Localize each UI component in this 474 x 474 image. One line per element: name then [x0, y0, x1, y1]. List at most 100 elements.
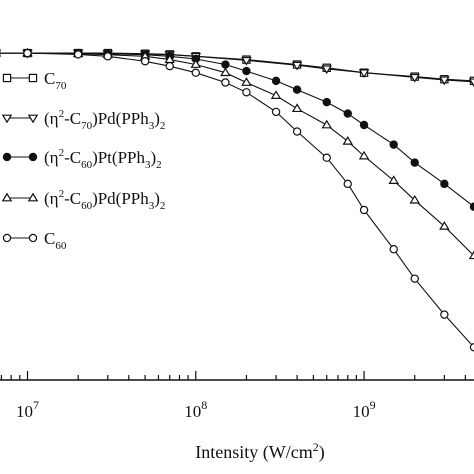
legend-label-part: 3 — [149, 200, 155, 212]
legend-marker — [2, 152, 12, 162]
legend-marker — [2, 233, 12, 243]
series-point — [271, 76, 281, 86]
x-tick-label-base: 10 — [353, 402, 370, 421]
series-point — [358, 69, 370, 79]
x-axis-title-sup: 2 — [313, 440, 319, 454]
legend-label-part: 60 — [81, 159, 93, 171]
series-point — [410, 274, 419, 283]
legend-label-part: -C — [64, 109, 81, 128]
x-tick-label: 107 — [16, 398, 39, 421]
series-point — [292, 127, 302, 136]
series-point — [270, 90, 282, 99]
series-line — [0, 52, 474, 348]
series-line — [0, 52, 474, 208]
legend-marker — [2, 73, 12, 83]
legend-label-part: (η — [44, 189, 59, 208]
legend-label-part: 2 — [59, 147, 65, 159]
series-point — [409, 194, 420, 204]
series-point — [322, 97, 331, 107]
legend-label-part: 2 — [59, 188, 65, 200]
series-point — [343, 179, 352, 189]
legend-item: C70 — [2, 69, 67, 92]
x-tick-label: 109 — [353, 398, 376, 421]
x-tick-label-exp: 7 — [33, 398, 39, 412]
legend-marker — [1, 192, 13, 202]
x-axis-ticks — [0, 371, 466, 380]
legend-label-part: 2 — [160, 120, 166, 132]
legend-label-part: 70 — [55, 80, 67, 92]
series-point — [342, 135, 354, 145]
legend-label-part: 60 — [81, 200, 93, 212]
legend-label-part: )Pd(PPh — [92, 189, 149, 208]
legend-label-part: )Pd(PPh — [92, 109, 149, 128]
legend-label-part: (η — [44, 109, 59, 128]
legend-label-part: 2 — [59, 108, 65, 120]
legend-label-part: 3 — [145, 159, 151, 171]
series-point — [410, 158, 419, 167]
series-point — [165, 61, 174, 71]
legend-label-part: )Pt(PPh — [92, 148, 145, 167]
series-point — [241, 77, 252, 86]
series-point — [292, 85, 302, 94]
x-tick-label: 108 — [184, 398, 207, 421]
legend-marker — [27, 192, 39, 202]
legend-item: (η2-C60)Pd(PPh3)2 — [1, 188, 165, 212]
series-point — [322, 153, 331, 162]
legend-marker — [1, 114, 13, 124]
x-tick-label-base: 10 — [16, 402, 33, 421]
series-point — [440, 310, 449, 319]
legend-item: C60 — [2, 229, 67, 252]
legend-label-part: -C — [64, 189, 81, 208]
series-point — [359, 120, 369, 130]
legend-label: (η2-C60)Pd(PPh3)2 — [44, 188, 165, 212]
legend-item: (η2-C70)Pd(PPh3)2 — [1, 108, 165, 132]
x-tick-label-base: 10 — [184, 402, 201, 421]
legend-label-part: ) — [154, 189, 160, 208]
series-point — [242, 66, 251, 76]
legend-label-part: -C — [64, 148, 81, 167]
legend-item: (η2-C60)Pt(PPh3)2 — [2, 147, 162, 171]
legend-label-part: ) — [150, 148, 156, 167]
series-4 — [0, 48, 474, 352]
series-line — [0, 52, 474, 83]
series-point — [73, 50, 83, 59]
series-point — [389, 245, 398, 254]
legend-label-part: C — [44, 229, 55, 248]
series-point — [439, 76, 450, 86]
legend-label-part: 2 — [156, 159, 162, 171]
x-axis-tick-labels: 107 108 109 — [16, 398, 376, 421]
legend-label-part: (η — [44, 148, 59, 167]
series-point — [23, 48, 32, 58]
legend-label-part: 2 — [160, 200, 166, 212]
legend-marker — [28, 152, 38, 162]
series-point — [291, 103, 303, 113]
legend-marker — [28, 73, 38, 83]
legend-label: C70 — [44, 69, 67, 92]
series-point — [321, 119, 332, 129]
series-point — [242, 88, 251, 97]
series-point — [359, 205, 369, 215]
series-3 — [0, 47, 474, 260]
series-2 — [0, 48, 474, 211]
series-point — [358, 150, 370, 160]
series-point — [439, 220, 450, 230]
series-point — [190, 59, 202, 68]
legend-marker — [28, 233, 38, 243]
series-point — [440, 179, 449, 189]
series-point — [389, 140, 398, 149]
series-point — [241, 56, 252, 66]
legend-label-part: 60 — [55, 240, 67, 252]
legend-label-part: ) — [154, 109, 160, 128]
x-tick-label-exp: 8 — [201, 398, 207, 412]
series-point — [271, 107, 281, 117]
legend-label-part: C — [44, 69, 55, 88]
x-axis-title-tail: ) — [319, 442, 325, 463]
legend: C70(η2-C70)Pd(PPh3)2(η2-C60)Pt(PPh3)2(η2… — [1, 69, 165, 252]
legend-label: (η2-C70)Pd(PPh3)2 — [44, 108, 165, 132]
series-point — [321, 65, 332, 75]
series-point — [291, 61, 303, 71]
series-point — [191, 68, 200, 77]
series-point — [220, 67, 231, 77]
legend-label: (η2-C60)Pt(PPh3)2 — [44, 147, 162, 171]
